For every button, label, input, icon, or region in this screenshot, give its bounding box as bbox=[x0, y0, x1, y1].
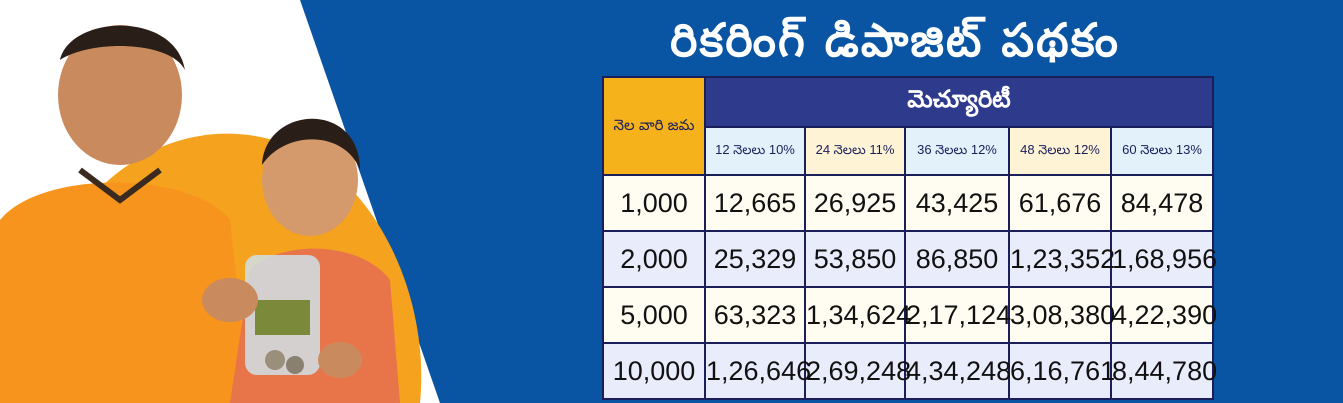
maturity-cell: 61,676 bbox=[1008, 174, 1112, 232]
maturity-cell: 43,425 bbox=[904, 174, 1010, 232]
maturity-cell: 86,850 bbox=[904, 230, 1010, 288]
maturity-cell: 4,34,248 bbox=[904, 342, 1011, 400]
table-row: 10,000 1,26,646 2,69,248 4,34,248 6,16,7… bbox=[602, 342, 1217, 400]
maturity-cell: 1,34,624 bbox=[804, 286, 911, 344]
deposit-cell: 1,000 bbox=[602, 174, 706, 232]
column-header: 24 నెలలు 11% bbox=[804, 126, 906, 176]
maturity-cell: 1,68,956 bbox=[1109, 230, 1217, 288]
monthly-deposit-header: నెల వారి జమ bbox=[602, 76, 706, 176]
page-title: రికరింగ్ డిపాజిట్ పథకం bbox=[670, 13, 1120, 67]
deposit-cell: 5,000 bbox=[602, 286, 706, 344]
column-header: 36 నెలలు 12% bbox=[904, 126, 1010, 176]
maturity-header: మెచ్యూరిటీ bbox=[703, 76, 1215, 128]
father-son-savings-illustration bbox=[0, 0, 440, 403]
maturity-cell: 6,16,761 bbox=[1008, 342, 1115, 400]
table-row: 1,000 12,665 26,925 43,425 61,676 84,478 bbox=[602, 174, 1215, 232]
recurring-deposit-table: నెల వారి జమ మెచ్యూరిటీ 12 నెలలు 10% 24 న… bbox=[602, 76, 1217, 400]
maturity-cell: 84,478 bbox=[1109, 174, 1215, 232]
maturity-cell: 63,323 bbox=[704, 286, 806, 344]
maturity-cell: 25,329 bbox=[704, 230, 806, 288]
maturity-cell: 1,26,646 bbox=[704, 342, 811, 400]
table-row: 2,000 25,329 53,850 86,850 1,23,352 1,68… bbox=[602, 230, 1217, 288]
column-header: 48 నెలలు 12% bbox=[1008, 126, 1112, 176]
deposit-cell: 2,000 bbox=[602, 230, 706, 288]
deposit-cell: 10,000 bbox=[602, 342, 706, 400]
maturity-cell: 1,23,352 bbox=[1008, 230, 1115, 288]
hero-photo bbox=[0, 0, 440, 403]
column-header: 12 నెలలు 10% bbox=[704, 126, 806, 176]
maturity-cell: 3,08,380 bbox=[1008, 286, 1115, 344]
maturity-cell: 26,925 bbox=[804, 174, 906, 232]
maturity-cell: 12,665 bbox=[704, 174, 806, 232]
maturity-cell: 2,69,248 bbox=[804, 342, 911, 400]
column-header: 60 నెలలు 13% bbox=[1109, 126, 1215, 176]
maturity-cell: 53,850 bbox=[804, 230, 906, 288]
table-row: 5,000 63,323 1,34,624 2,17,124 3,08,380 … bbox=[602, 286, 1217, 344]
maturity-cell: 8,44,780 bbox=[1109, 342, 1217, 400]
maturity-cell: 4,22,390 bbox=[1109, 286, 1217, 344]
maturity-cell: 2,17,124 bbox=[904, 286, 1011, 344]
